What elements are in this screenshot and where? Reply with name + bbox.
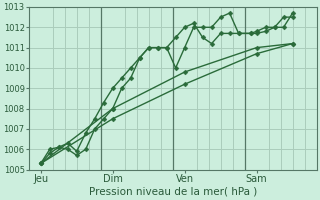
X-axis label: Pression niveau de la mer( hPa ): Pression niveau de la mer( hPa ) xyxy=(89,187,257,197)
